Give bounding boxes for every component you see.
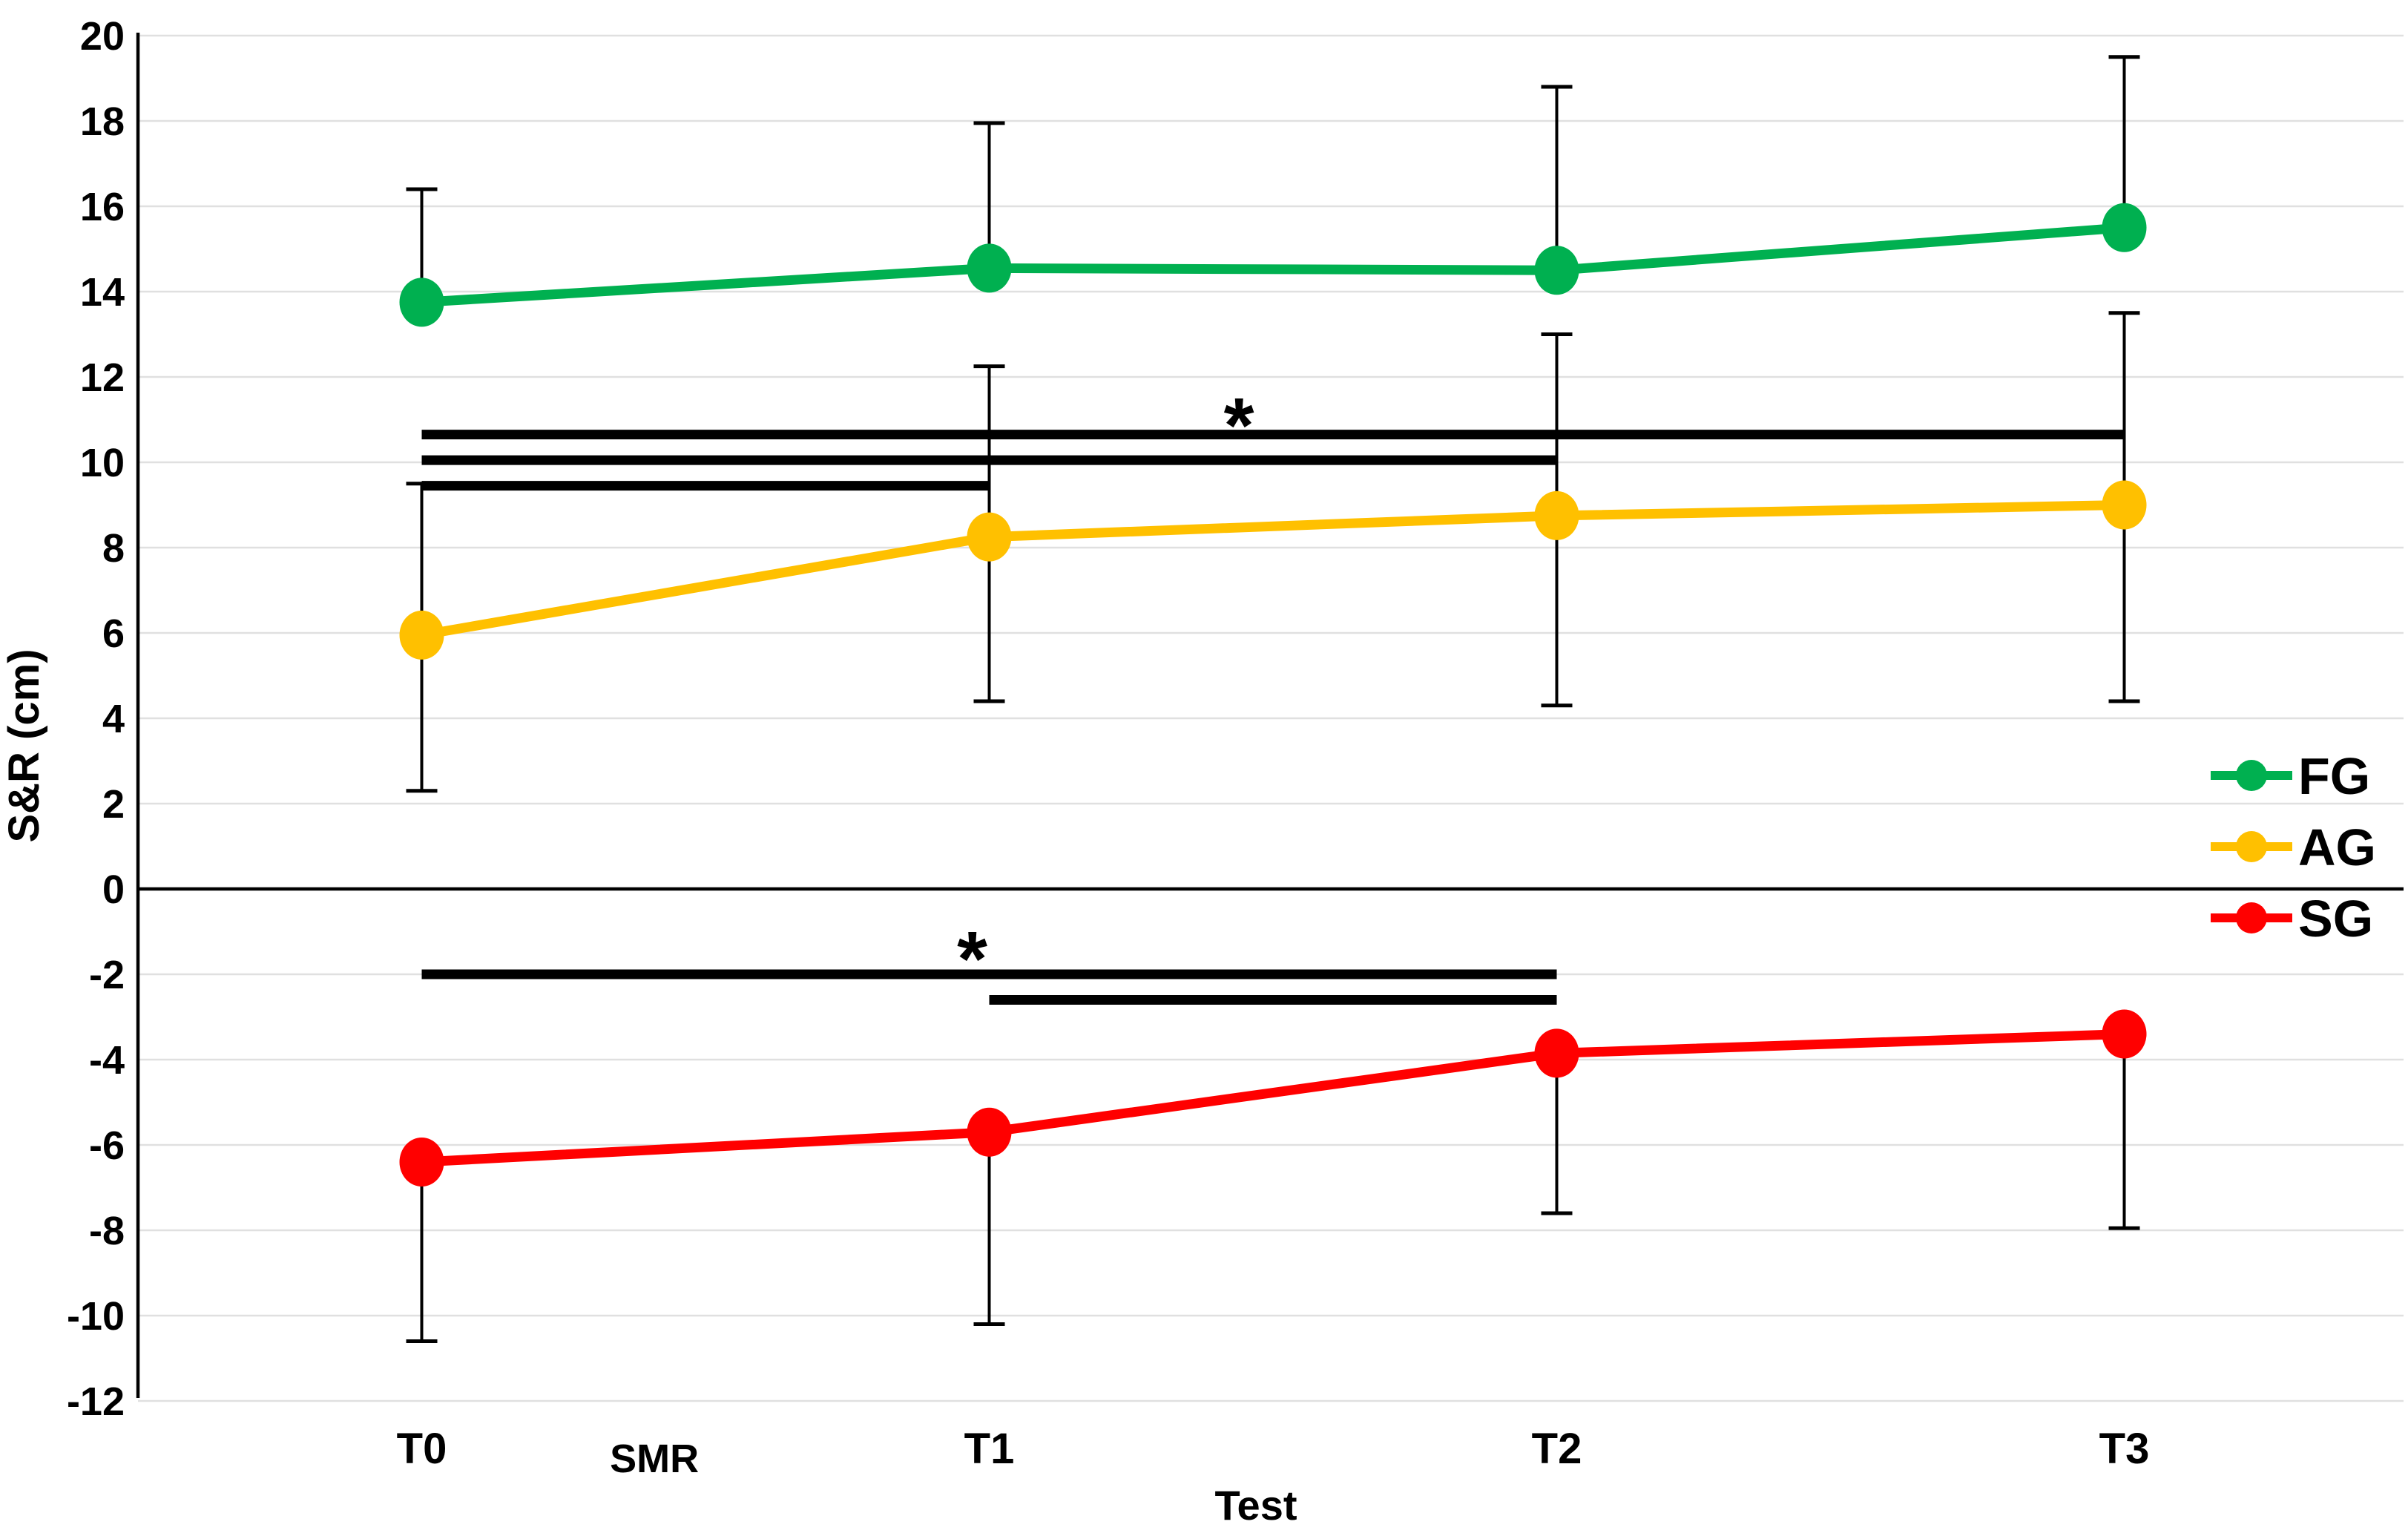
data-point-SG-T3: [2102, 1009, 2147, 1059]
legend-label-SG: SG: [2298, 890, 2373, 948]
y-tick-label: -4: [89, 1038, 125, 1083]
data-point-SG-T0: [399, 1138, 444, 1187]
data-point-AG-T2: [1534, 490, 1579, 540]
y-tick-label: 18: [80, 99, 125, 144]
y-tick-label: -12: [67, 1379, 125, 1424]
y-tick-label: 2: [102, 782, 125, 827]
y-tick-label: 0: [102, 867, 125, 912]
legend-marker-FG: [2236, 760, 2267, 791]
y-axis-title: S&R (cm): [0, 649, 48, 842]
data-point-FG-T2: [1534, 246, 1579, 295]
data-point-AG-T3: [2102, 480, 2147, 530]
y-tick-label: 6: [102, 611, 125, 656]
series-line-SG: [417, 1029, 2129, 1167]
series-line-AG: [417, 500, 2129, 640]
data-point-FG-T3: [2102, 203, 2147, 252]
series-line-FG: [417, 223, 2129, 307]
y-tick-label: -8: [89, 1209, 125, 1253]
legend-item-SG: SG: [2211, 890, 2373, 948]
legend-item-FG: FG: [2211, 747, 2370, 805]
series-SG: [399, 1009, 2147, 1343]
legend-marker-SG: [2236, 902, 2267, 933]
data-point-SG-T2: [1534, 1028, 1579, 1078]
x-tick-label-T3: T3: [2099, 1425, 2150, 1473]
x-tick-label-T2: T2: [1532, 1425, 1582, 1473]
legend-item-AG: AG: [2211, 818, 2376, 876]
significance-lines: [421, 430, 2125, 1005]
data-point-SG-T1: [967, 1107, 1012, 1157]
legend: FG AG SG: [2211, 747, 2376, 948]
y-tick-label: 14: [80, 270, 125, 315]
y-tick-label: -2: [89, 953, 125, 997]
data-point-AG-T0: [399, 610, 444, 660]
y-tick-label: 4: [102, 697, 125, 741]
y-tick-label: 12: [80, 355, 125, 400]
legend-label-AG: AG: [2298, 818, 2376, 876]
y-tick-label: 8: [102, 526, 125, 571]
series-AG: [399, 311, 2147, 793]
legend-marker-AG: [2236, 831, 2267, 862]
y-tick-label: 10: [80, 441, 125, 485]
x-axis-title: Test: [1215, 1482, 1297, 1529]
y-tick-label: 20: [80, 14, 125, 59]
y-tick-label: -10: [67, 1294, 125, 1339]
data-point-FG-T1: [967, 243, 1012, 293]
data-point-AG-T1: [967, 512, 1012, 562]
legend-label-FG: FG: [2298, 747, 2370, 805]
x-tick-label-T0: T0: [397, 1425, 447, 1473]
data-point-FG-T0: [399, 278, 444, 327]
y-tick-label: 16: [80, 185, 125, 229]
series-FG: [399, 55, 2147, 327]
x-axis-secondary-label: SMR: [610, 1437, 699, 1481]
y-tick-label: -6: [89, 1123, 125, 1168]
significance-asterisk: *: [1224, 382, 1254, 469]
x-tick-label-T1: T1: [964, 1425, 1015, 1473]
significance-asterisk: *: [957, 916, 987, 1002]
